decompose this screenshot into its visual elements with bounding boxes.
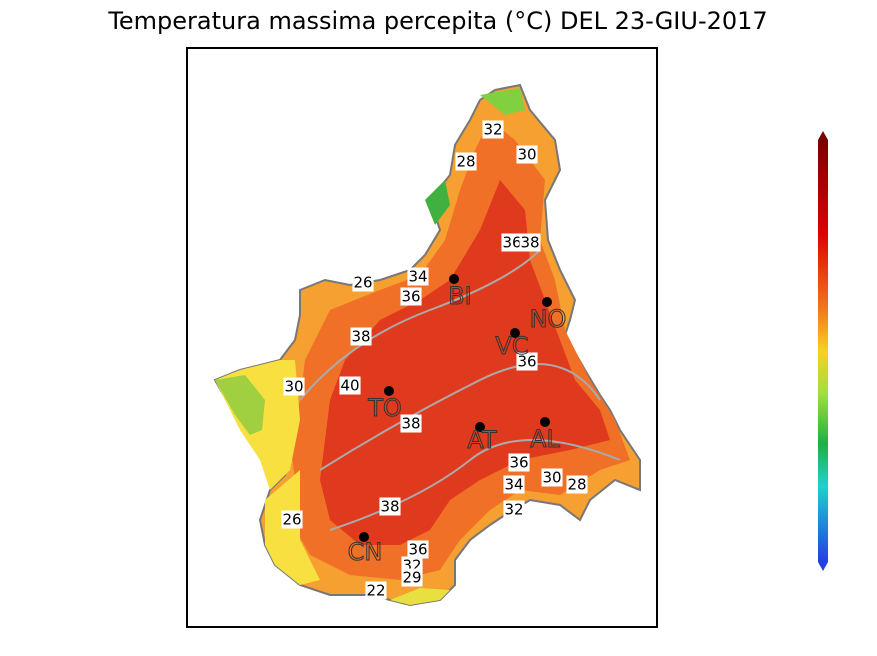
label-box [566,475,588,494]
contour-label: 38 [520,234,539,252]
contour-label: 26 [353,274,372,292]
contour-label: 38 [380,498,399,516]
contour-label: 22 [366,582,385,600]
city-label: AT [467,426,497,454]
label-box [541,468,563,487]
scale-bar [818,140,828,562]
contour-label: 38 [401,415,420,433]
city-label: VC [495,332,528,360]
contour-label: 30 [517,146,536,164]
city-dot [359,532,369,542]
contour-label: 36 [502,234,521,252]
label-box [501,233,523,252]
city-label: TO [367,394,402,422]
city-dot [510,328,520,338]
label-box [281,510,303,529]
contour-label: 30 [542,469,561,487]
label-box [400,287,422,306]
contour-label: 40 [340,377,359,395]
city-label: NO [530,305,567,333]
label-box [401,568,423,587]
scale-arrow [818,562,828,571]
region-map [213,83,641,607]
city-dot [540,417,550,427]
label-box [400,414,422,433]
contour-label: 34 [504,476,523,494]
contour-label: 36 [401,288,420,306]
label-box [407,540,429,559]
city-dot [384,386,394,396]
label-box [365,581,387,600]
label-box [283,377,305,396]
label-box [379,497,401,516]
contour-label: 30 [284,378,303,396]
label-box [352,273,374,292]
label-box [503,475,525,494]
contour-label: 34 [408,268,427,286]
contour-label: 28 [567,476,586,494]
title: Temperatura massima percepita (°C) DEL 2… [107,7,767,35]
label-box [516,352,538,371]
city-label: BI [448,282,472,310]
label-box [407,267,429,286]
cities: BI NO VC TO AT AL CN [347,274,567,567]
contour-label: 29 [402,569,421,587]
contour-label: 28 [456,153,475,171]
label-box [339,376,361,395]
contour-label: 36 [509,454,528,472]
city-label: AL [530,425,560,453]
scale-arrow [818,131,828,140]
label-box [508,453,530,472]
contour-label: 36 [408,541,427,559]
city-label: CN [348,538,383,566]
label-box [516,145,538,164]
label-box [482,120,504,139]
label-box [350,327,372,346]
contour-label: 38 [351,328,370,346]
contour-label: 26 [282,511,301,529]
label-box [503,500,525,519]
city-dot [475,422,485,432]
color-scale [818,131,828,571]
contour-label: 32 [504,501,523,519]
contour-label: 32 [483,121,502,139]
label-box [455,152,477,171]
label-box [519,233,541,252]
contour-label: 36 [517,353,536,371]
city-dot [542,297,552,307]
city-dot [449,274,459,284]
